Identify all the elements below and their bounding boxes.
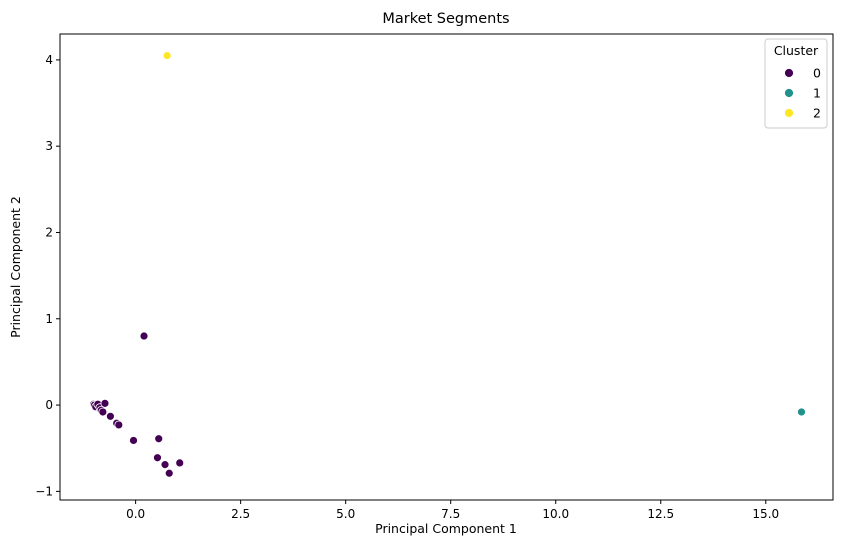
data-point-cluster-0-13 [153,453,162,463]
data-point-cluster-0-16 [175,458,185,468]
x-tick-label: 7.5 [441,507,460,521]
x-tick-label: 2.5 [231,507,250,521]
x-tick-label: 0.0 [126,507,145,521]
y-tick-label: 0 [45,398,53,412]
x-axis-label: Principal Component 1 [375,521,517,536]
x-tick-label: 5.0 [336,507,355,521]
data-point-cluster-0-11 [129,436,138,445]
data-point-cluster-0-17 [139,331,149,341]
legend-title: Cluster [774,43,819,58]
y-tick-label: 1 [45,312,53,326]
y-axis-label: Principal Component 2 [8,196,23,338]
chart-title: Market Segments [382,11,509,27]
plot-frame [59,33,834,501]
data-point-cluster-0-14 [160,460,170,470]
x-tick-label: 12.5 [647,507,674,521]
data-point-cluster-0-15 [164,468,174,478]
legend-label-0: 0 [813,66,821,81]
y-tick-label: 3 [45,139,53,153]
points-layer [89,51,806,478]
data-point-cluster-0-12 [154,434,164,444]
x-tick-label: 15.0 [752,507,779,521]
data-point-cluster-0-6 [98,407,108,417]
x-tick-label: 10.0 [542,507,569,521]
data-point-cluster-1-0 [797,407,806,417]
legend: Cluster 0 1 2 [764,38,828,129]
legend-marker-0 [784,68,794,78]
data-point-cluster-0-10 [114,420,124,430]
legend-label-2: 2 [813,106,821,121]
data-point-cluster-0-8 [106,411,115,421]
legend-label-1: 1 [813,86,821,101]
x-axis: 0.0 2.5 5.0 7.5 10.0 12.5 15.0 [126,500,779,521]
data-point-cluster-0-7 [100,398,110,408]
y-tick-label: −1 [35,484,53,498]
legend-marker-2 [784,108,794,118]
y-axis: −1 0 1 2 3 4 [35,53,60,498]
y-tick-label: 4 [45,53,53,67]
y-tick-label: 2 [45,225,53,239]
legend-marker-1 [784,88,794,98]
legend-box [764,38,828,129]
data-point-cluster-2-0 [162,51,172,60]
